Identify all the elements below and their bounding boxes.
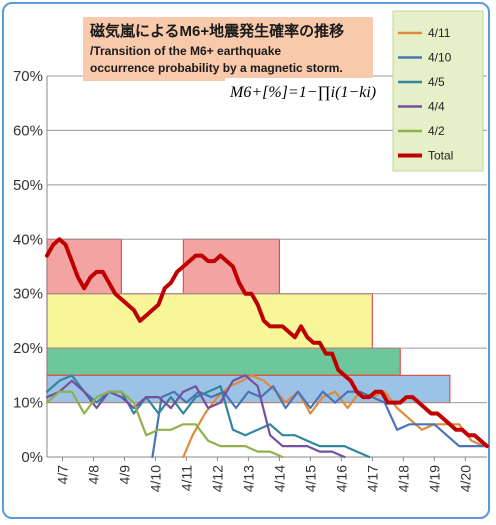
formula: M6+[%]=1−∏i(1−ki): [229, 84, 376, 101]
y-tick-label: 50%: [13, 177, 43, 194]
x-tick-label: 4/17: [364, 465, 380, 492]
x-tick-label: 4/11: [178, 465, 194, 491]
series-line-4-2: [45, 390, 284, 459]
y-axis-ticks: 0% 10% 20% 30% 40% 50% 60% 70%: [13, 68, 43, 466]
series-line-4-5: [45, 374, 371, 459]
x-tick-label: 4/18: [395, 465, 411, 492]
chart-title-line3: occurrence probability by a magnetic sto…: [90, 61, 343, 75]
x-tick-label: 4/9: [116, 465, 132, 485]
x-tick-label: 4/12: [209, 465, 225, 492]
x-tick-label: 4/10: [147, 465, 163, 492]
legend: 4/11 4/10 4/5 4/4 4/2 Total: [392, 10, 484, 172]
series-line-4-10: [151, 385, 485, 459]
probability-bands: [46, 238, 451, 404]
legend-bg: [392, 10, 484, 172]
y-tick-label: 40%: [13, 231, 43, 248]
legend-label: Total: [428, 149, 453, 163]
series-lines: [45, 237, 489, 459]
x-axis-ticks: 4/7 4/8 4/9 4/10 4/11 4/12 4/13 4/14 4/15 4/16 4/1…: [54, 457, 473, 492]
x-tick-label: 4/16: [333, 465, 349, 492]
legend-label: 4/10: [428, 51, 452, 65]
band-3: [46, 347, 401, 376]
chart-title-line1: 磁気嵐によるM6+地震発生確率の推移: [90, 22, 344, 40]
chart-title-line2: /Transition of the M6+ earthquake: [90, 44, 281, 58]
x-tick-label: 4/7: [54, 465, 70, 485]
y-tick-label: 20%: [13, 340, 43, 357]
y-tick-label: 10%: [13, 395, 43, 412]
title-box: 磁気嵐によるM6+地震発生確率の推移 /Transition of the M6…: [83, 17, 373, 81]
x-tick-label: 4/8: [85, 465, 101, 485]
x-tick-label: 4/19: [426, 465, 442, 492]
band-2: [46, 293, 373, 349]
legend-label: 4/2: [428, 124, 445, 138]
series-line-Total: [45, 237, 489, 449]
x-tick-label: 4/20: [457, 465, 473, 492]
title-box-bg: [83, 17, 373, 81]
formula-box: [225, 78, 380, 104]
legend-label: 4/5: [428, 75, 445, 89]
y-tick-label: 0%: [21, 449, 43, 466]
series-line-4-4: [45, 374, 346, 459]
x-tick-label: 4/14: [271, 465, 287, 492]
y-tick-label: 60%: [13, 122, 43, 139]
x-tick-label: 4/13: [240, 465, 256, 492]
y-tick-label: 30%: [13, 286, 43, 303]
legend-label: 4/11: [428, 26, 451, 40]
legend-label: 4/4: [428, 100, 445, 114]
x-tick-label: 4/15: [302, 465, 318, 492]
y-tick-label: 70%: [13, 68, 43, 85]
